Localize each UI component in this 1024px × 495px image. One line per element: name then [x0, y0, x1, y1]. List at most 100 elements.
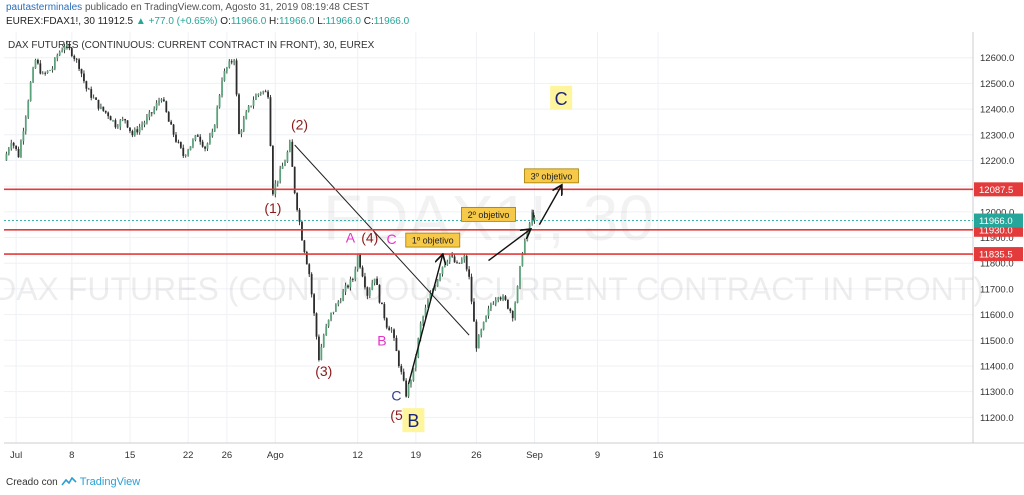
x-tick-label: Ago — [267, 450, 284, 461]
candle-body — [422, 316, 424, 324]
candle-body — [252, 99, 255, 106]
candle-body — [337, 301, 340, 305]
author-link[interactable]: pautasterminales — [6, 2, 83, 13]
candle-body — [119, 120, 122, 127]
candle-body — [116, 126, 119, 128]
candle-body — [347, 285, 349, 288]
candle-body — [480, 329, 483, 336]
candle-body — [56, 55, 59, 59]
y-tick-label: 11800.0 — [980, 259, 1014, 270]
chart-title: DAX FUTURES (CONTINUOUS: CURRENT CONTRAC… — [8, 40, 375, 51]
candle-body — [218, 95, 221, 108]
candle-body — [470, 276, 473, 302]
level-tag — [974, 247, 1023, 262]
candle-body — [320, 346, 323, 360]
trendline — [294, 144, 470, 336]
candle-body — [315, 313, 318, 337]
candle-body — [114, 120, 117, 128]
candle-body — [288, 141, 291, 152]
candle-body — [458, 262, 461, 264]
candle-body — [53, 58, 56, 69]
wave-label: C — [387, 231, 397, 247]
candle-body — [441, 266, 444, 275]
candle-body — [327, 319, 330, 327]
candle-body — [143, 122, 146, 125]
candle-body — [75, 58, 78, 60]
candle-body — [211, 131, 214, 137]
candle-body — [150, 112, 153, 114]
candle-body — [177, 141, 180, 143]
candle-body — [494, 300, 497, 304]
candle-body — [412, 367, 415, 381]
candle-body — [63, 46, 66, 51]
candle-body — [509, 308, 512, 312]
candle-body — [29, 82, 32, 102]
tradingview-logo-icon — [61, 477, 77, 486]
candle-body — [192, 139, 194, 147]
candle-body — [424, 307, 427, 317]
candle-body — [10, 142, 13, 149]
candle-body — [61, 50, 64, 53]
candle-body — [155, 102, 158, 109]
y-tick-label: 11900.0 — [980, 233, 1014, 244]
candle-body — [187, 150, 190, 155]
candle-body — [267, 91, 269, 98]
candle-body — [504, 296, 507, 300]
projection-arrow — [407, 255, 443, 385]
candle-body — [51, 68, 54, 71]
y-tick-label: 12000.0 — [980, 207, 1014, 218]
candle-body — [121, 119, 124, 121]
candle-body — [402, 371, 405, 381]
candle-body — [381, 302, 383, 305]
x-tick-label: 22 — [183, 450, 194, 461]
candle-body — [342, 291, 345, 301]
y-tick-label: 11200.0 — [980, 413, 1014, 424]
candle-body — [296, 193, 299, 210]
y-tick-label: 12600.0 — [980, 53, 1014, 64]
candle-body — [27, 101, 30, 117]
candle-body — [136, 129, 139, 133]
candle-body — [271, 146, 274, 195]
candle-body — [291, 141, 294, 167]
candle-body — [371, 282, 374, 290]
close-value: 11966.0 — [373, 16, 410, 27]
close-label: C: — [363, 16, 374, 27]
candle-body — [448, 255, 451, 262]
candle-body — [351, 279, 354, 280]
wave-label: (4) — [361, 230, 378, 246]
x-tick-label: 16 — [653, 450, 664, 461]
projection-arrow — [488, 230, 530, 262]
level-tag — [974, 182, 1023, 197]
candle-body — [124, 119, 127, 121]
candle-body — [284, 161, 286, 166]
created-with-text: Creado con — [6, 476, 58, 488]
candle-body — [206, 143, 209, 149]
candle-body — [502, 296, 504, 300]
candle-body — [376, 278, 378, 285]
candle-body — [37, 59, 39, 64]
tradingview-brand[interactable]: TradingView — [79, 476, 141, 488]
candle-body — [104, 110, 107, 113]
candle-body — [170, 121, 173, 125]
x-tick-label: 12 — [352, 450, 363, 461]
candle-body — [521, 253, 524, 267]
candle-body — [332, 311, 335, 313]
candle-body — [310, 274, 313, 295]
candle-body — [223, 71, 226, 81]
candle-body — [318, 336, 320, 360]
projection-arrow — [538, 186, 561, 226]
candle-body — [46, 70, 49, 74]
objective-label: 2º objetivo — [468, 210, 510, 220]
candle-body — [160, 99, 163, 101]
candle-body — [235, 60, 238, 95]
y-tick-label: 11500.0 — [980, 336, 1014, 347]
candle-body — [131, 131, 134, 136]
symbol-name: EUREX:FDAX1!, 30 — [6, 16, 95, 27]
candle-body — [175, 134, 177, 142]
candle-body — [204, 146, 206, 149]
candle-body — [153, 108, 156, 113]
candle-body — [281, 165, 284, 169]
candle-body — [349, 279, 352, 288]
candle-body — [439, 274, 441, 280]
